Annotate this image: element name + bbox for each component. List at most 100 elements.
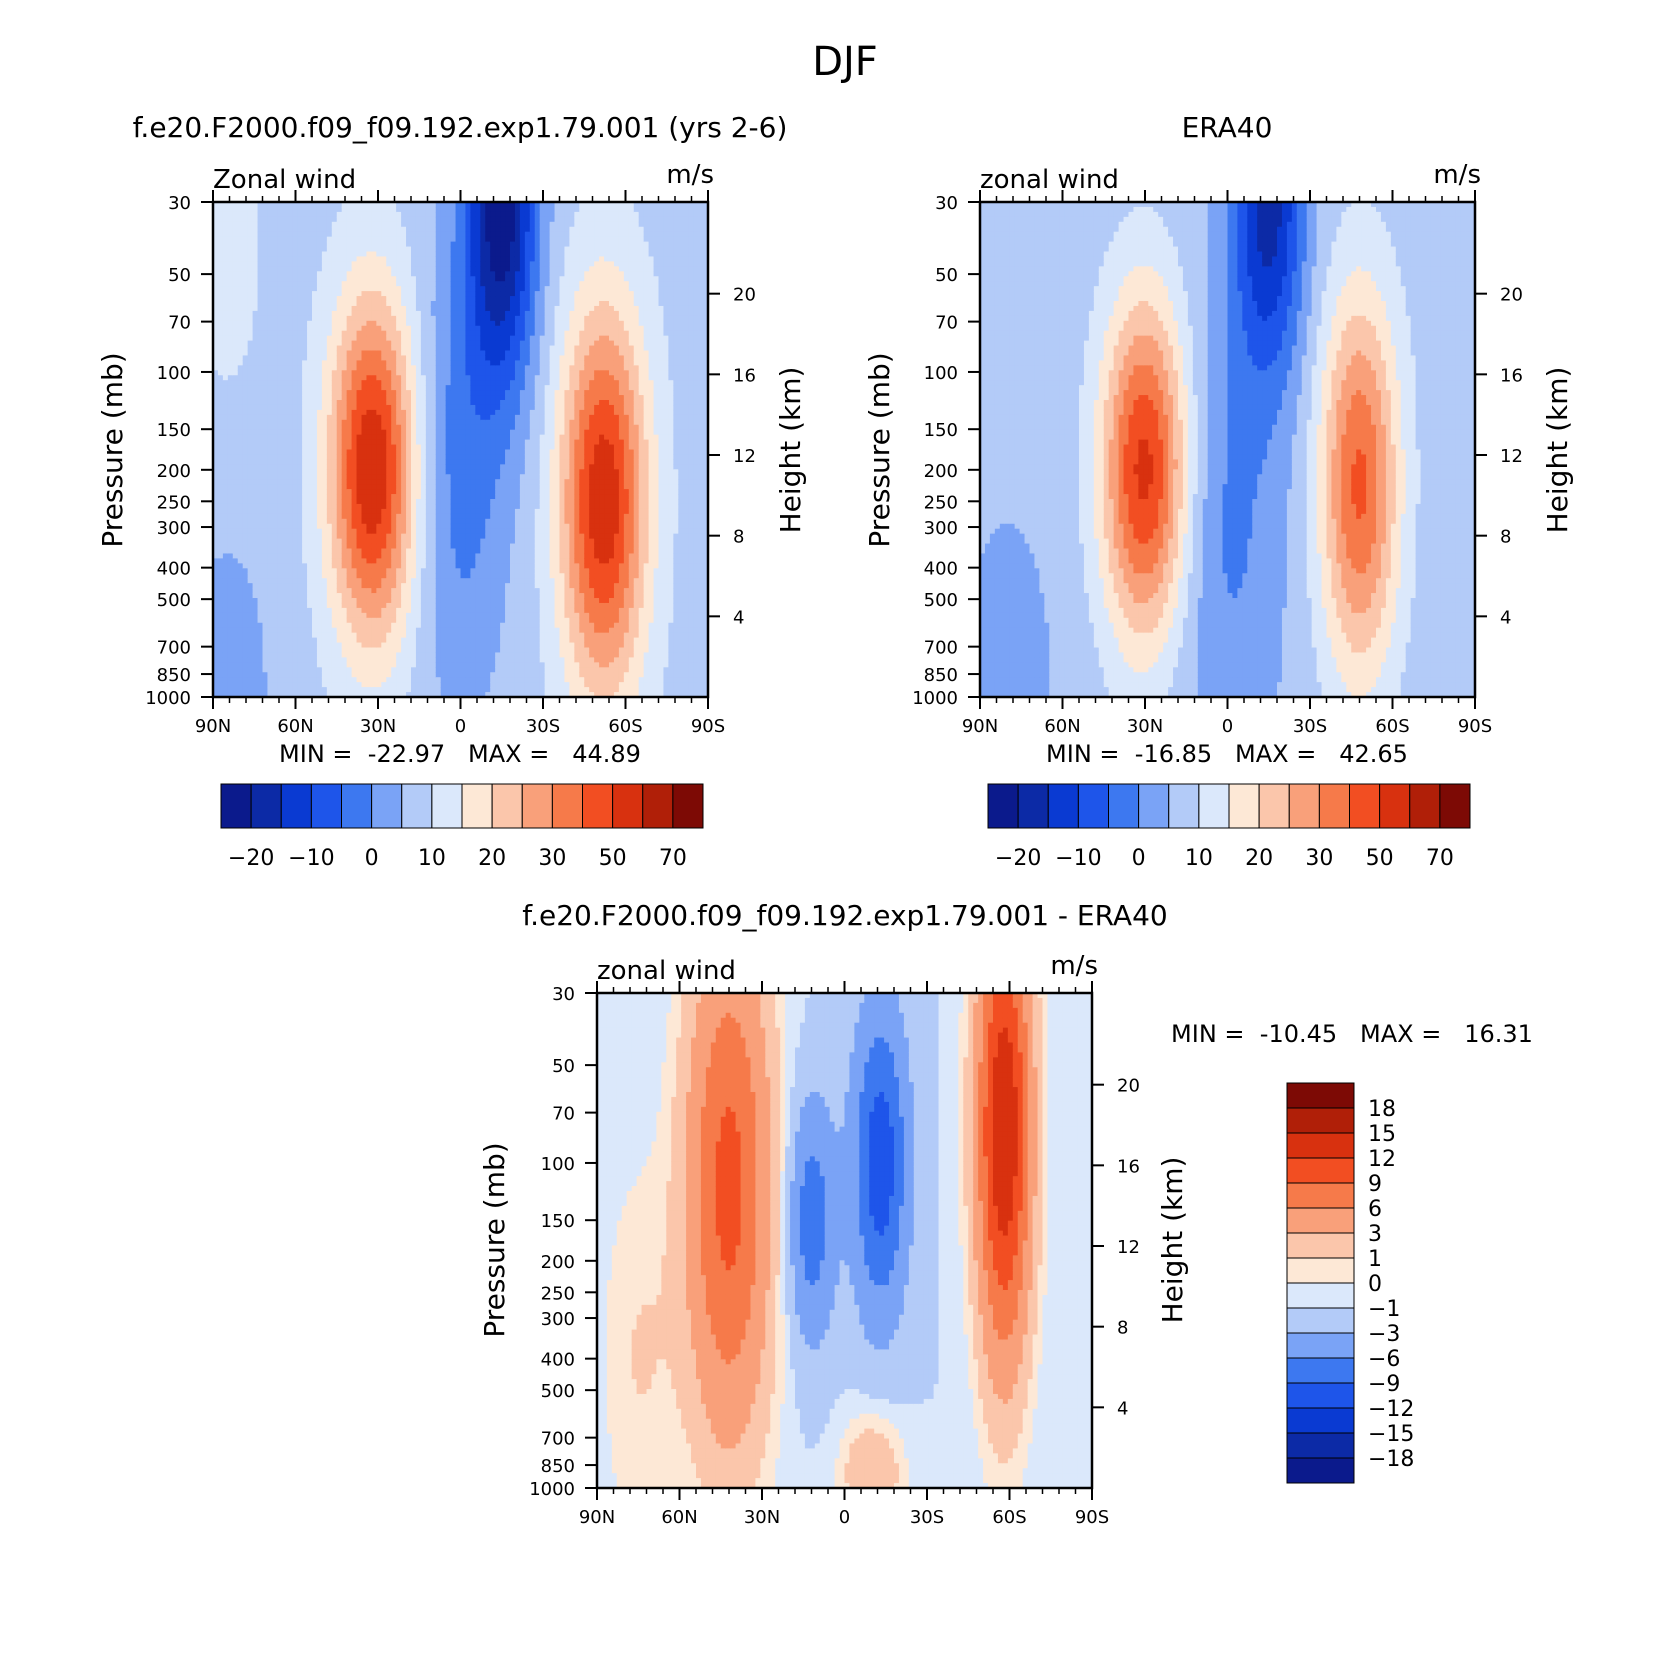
contour-cell [406,325,412,332]
contour-cell [381,395,387,401]
contour-cell [321,627,328,634]
contour-cell [297,251,303,258]
contour-cell [227,627,234,634]
contour-cell [242,449,249,456]
contour-cell [455,434,462,441]
contour-cell [425,325,432,332]
contour-cell [356,558,363,564]
contour-cell [401,444,407,451]
contour-cell [336,548,343,555]
contour-cell [247,385,254,391]
contour-cell [297,429,303,436]
contour-cell [242,395,249,401]
contour-cell [420,315,427,322]
contour-cell [312,667,318,673]
contour-cell [262,276,269,282]
contour-cell [411,271,417,277]
contour-cell [237,553,244,559]
contour-cell [371,340,377,347]
contour-cell [312,345,318,352]
contour-cell [277,558,283,564]
contour-cell [341,276,348,282]
contour-cell [262,340,269,347]
contour-cell [386,310,392,317]
contour-cell [277,261,283,267]
contour-cell [267,429,273,436]
contour-cell [450,652,457,658]
contour-cell [440,414,447,421]
contour-cell [411,523,417,530]
contour-cell [217,449,224,456]
contour-cell [351,662,358,668]
contour-cell [396,350,402,357]
contour-cell [455,632,462,639]
contour-cell [331,419,338,426]
contour-cell [242,226,249,233]
contour-cell [401,464,407,470]
contour-cell [455,578,462,584]
contour-cell [272,662,278,668]
contour-cell [252,211,259,218]
contour-cell [287,469,293,475]
contour-cell [262,390,269,396]
contour-cell [450,513,457,520]
contour-cell [247,558,254,564]
contour-cell [316,578,323,584]
contour-cell [420,281,427,287]
contour-cell [341,286,348,292]
contour-cell [222,345,229,352]
contour-cell [237,503,244,510]
contour-cell [292,434,298,441]
contour-cell [420,449,427,456]
contour-cell [227,350,234,357]
contour-cell [356,518,363,525]
contour-cell [262,484,269,490]
contour-cell [292,330,298,337]
contour-cell [232,583,239,589]
contour-cell [415,499,422,505]
contour-cell [277,642,283,649]
contour-cell [455,429,462,436]
contour-cell [282,202,288,208]
contour-cell [450,414,457,421]
contour-cell [430,385,437,391]
contour-cell [430,612,437,619]
contour-cell [262,409,269,416]
contour-cell [341,246,348,253]
contour-cell [272,503,278,510]
contour-cell [435,479,442,485]
contour-cell [316,459,323,465]
contour-cell [326,395,333,401]
contour-cell [440,518,447,525]
contour-cell [391,647,397,654]
contour-cell [232,434,239,441]
contour-cell [430,682,437,688]
contour-cell [351,558,358,564]
contour-cell [237,365,244,371]
contour-cell [356,568,363,574]
contour-cell [297,454,303,460]
contour-cell [351,246,358,253]
contour-cell [346,330,353,337]
contour-cell [420,528,427,535]
contour-cell [321,662,328,668]
contour-cell [307,434,313,441]
contour-cell [336,236,343,243]
contour-cell [292,652,298,658]
contour-cell [440,404,447,411]
contour-cell [361,330,368,337]
contour-cell [336,484,343,490]
contour-cell [346,573,353,579]
contour-cell [376,296,382,302]
contour-cell [247,340,254,347]
contour-cell [267,291,273,297]
contour-cell [406,266,412,272]
contour-cell [242,335,249,342]
contour-cell [262,543,269,550]
contour-cell [361,424,368,431]
contour-cell [420,296,427,302]
contour-cell [435,385,442,391]
contour-cell [326,444,333,451]
contour-cell [386,479,392,485]
contour-cell [307,459,313,465]
